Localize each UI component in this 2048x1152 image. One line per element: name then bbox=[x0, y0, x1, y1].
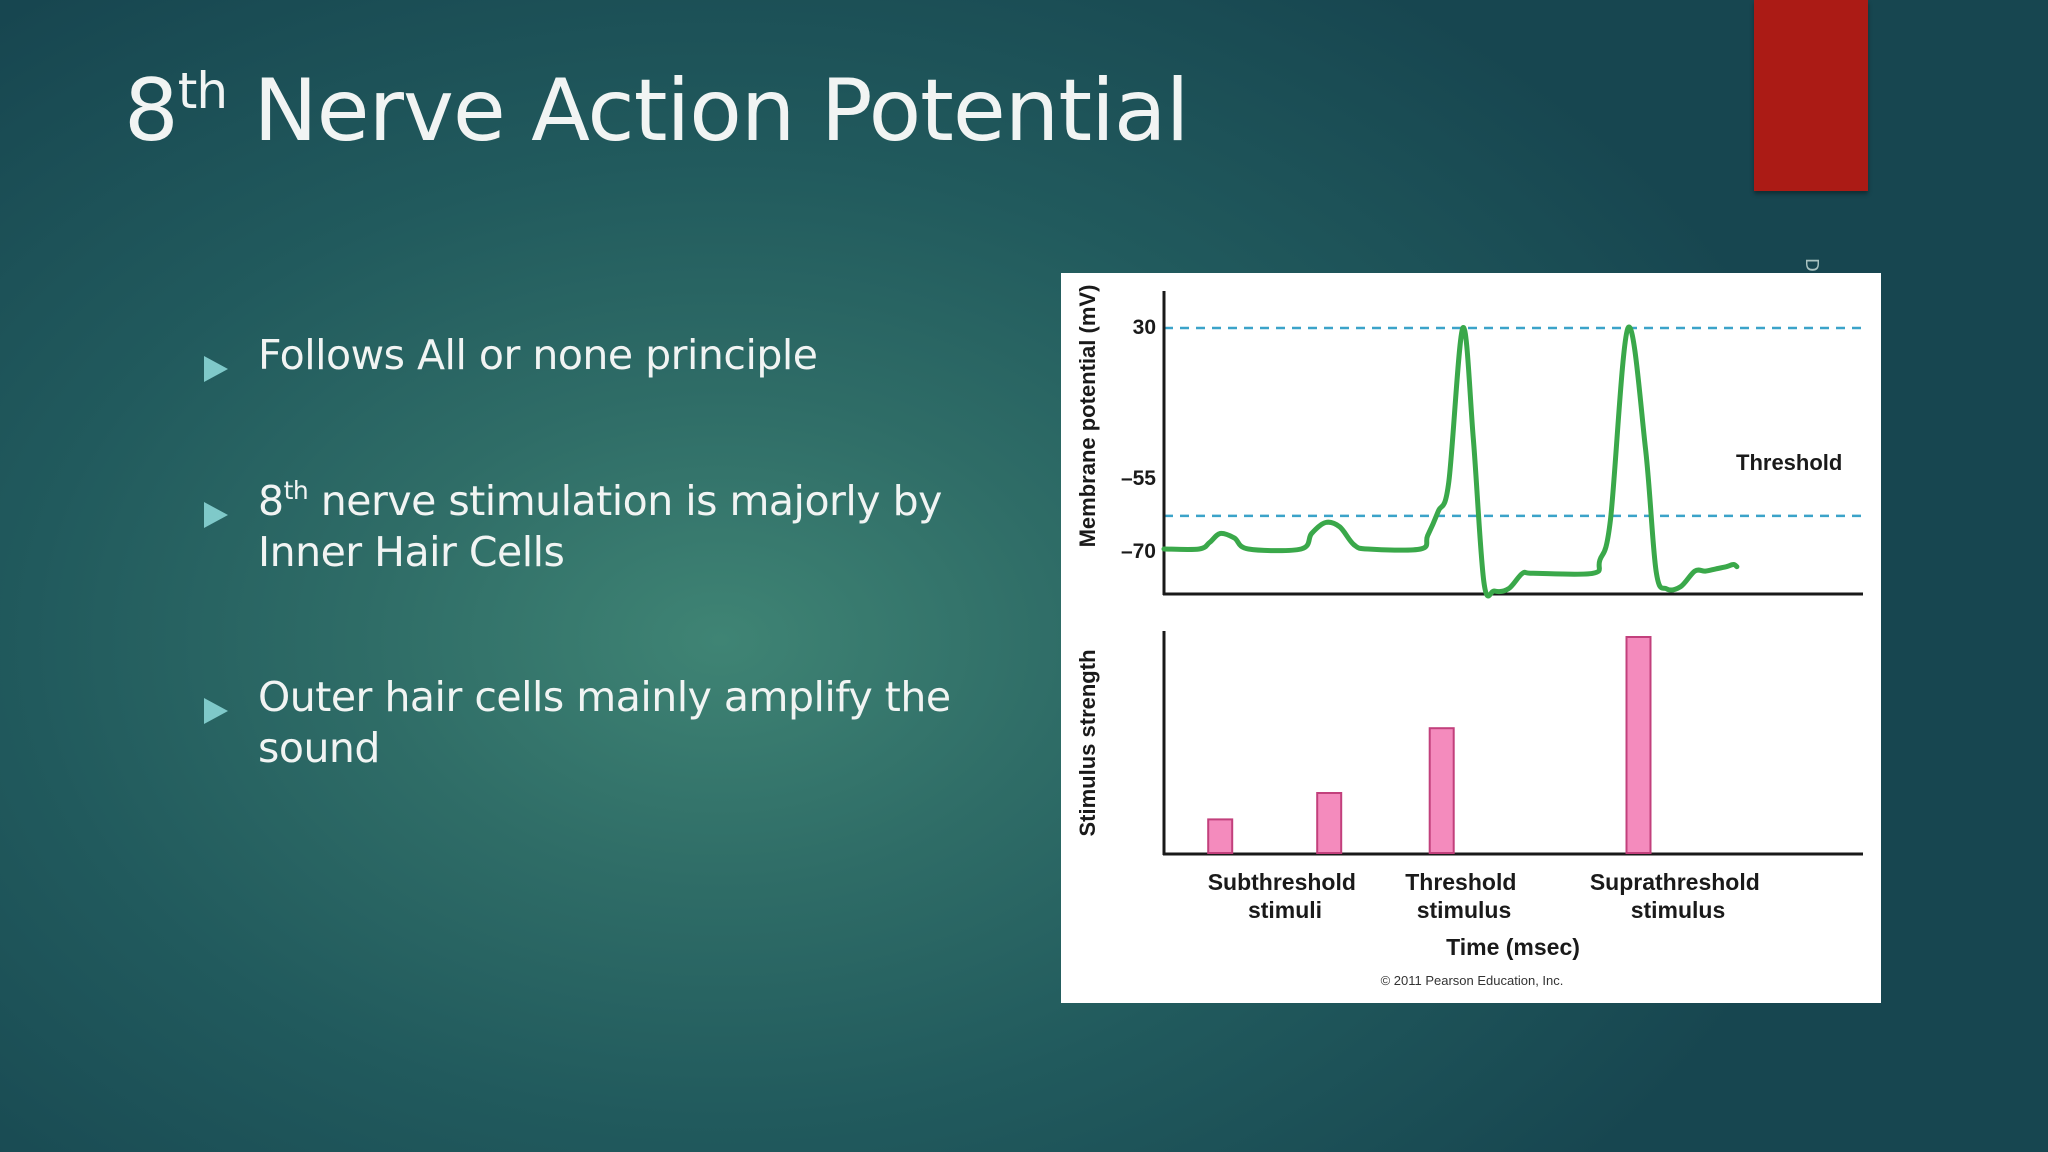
group-label-threshold: Threshold stimulus bbox=[1405, 869, 1523, 923]
stimulus-bar-1 bbox=[1207, 818, 1234, 855]
slide-title: 8th Nerve Action Potential bbox=[124, 61, 1190, 161]
figure-svg: Membrane potential (mV) 30 –55 –70 Thres… bbox=[1075, 285, 1867, 988]
bullet-arrow-icon bbox=[204, 698, 228, 724]
y-tick-label-70: –70 bbox=[1121, 540, 1156, 563]
bullet-arrow-icon bbox=[204, 502, 228, 528]
action-potential-figure: Membrane potential (mV) 30 –55 –70 Thres… bbox=[1061, 273, 1881, 1003]
membrane-potential-chart: Membrane potential (mV) 30 –55 –70 Thres… bbox=[1075, 285, 1867, 599]
stimulus-bar-4 bbox=[1625, 636, 1652, 854]
copyright-credit: © 2011 Pearson Education, Inc. bbox=[1381, 973, 1564, 988]
y-tick-label-55: –55 bbox=[1121, 467, 1156, 490]
threshold-label: Threshold bbox=[1736, 450, 1842, 475]
y-tick-label-30: 30 bbox=[1133, 316, 1156, 339]
bullet-arrow-icon bbox=[204, 356, 228, 382]
group-label-suprathreshold: Suprathreshold stimulus bbox=[1590, 869, 1766, 923]
bullet-text: Outer hair cells mainly amplify the soun… bbox=[258, 673, 951, 772]
accent-bar bbox=[1754, 0, 1868, 191]
stimulus-bar-2 bbox=[1316, 792, 1343, 854]
bullet-text: 8th nerve stimulation is majorly by Inne… bbox=[258, 476, 942, 576]
group-label-subthreshold: Subthreshold stimuli bbox=[1208, 869, 1363, 923]
stimulus-ylabel: Stimulus strength bbox=[1075, 649, 1100, 836]
time-xlabel: Time (msec) bbox=[1446, 934, 1580, 960]
side-mark: D bbox=[1801, 258, 1822, 272]
membrane-ylabel: Membrane potential (mV) bbox=[1075, 285, 1100, 548]
bullet-text: Follows All or none principle bbox=[258, 331, 818, 379]
membrane-potential-trace bbox=[1161, 324, 1740, 599]
stimulus-bar-3 bbox=[1428, 727, 1455, 855]
stimulus-strength-chart: Stimulus strength Subthreshold stimuli T… bbox=[1075, 631, 1863, 988]
